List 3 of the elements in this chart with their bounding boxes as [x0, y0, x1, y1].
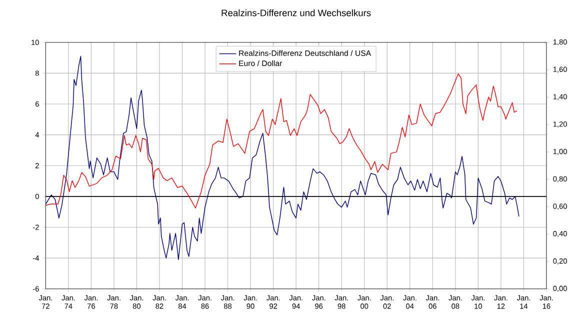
line-series — [46, 73, 518, 208]
chart-title: Realzins-Differenz und Wechselkurs — [222, 9, 371, 16]
line-series — [46, 56, 520, 260]
